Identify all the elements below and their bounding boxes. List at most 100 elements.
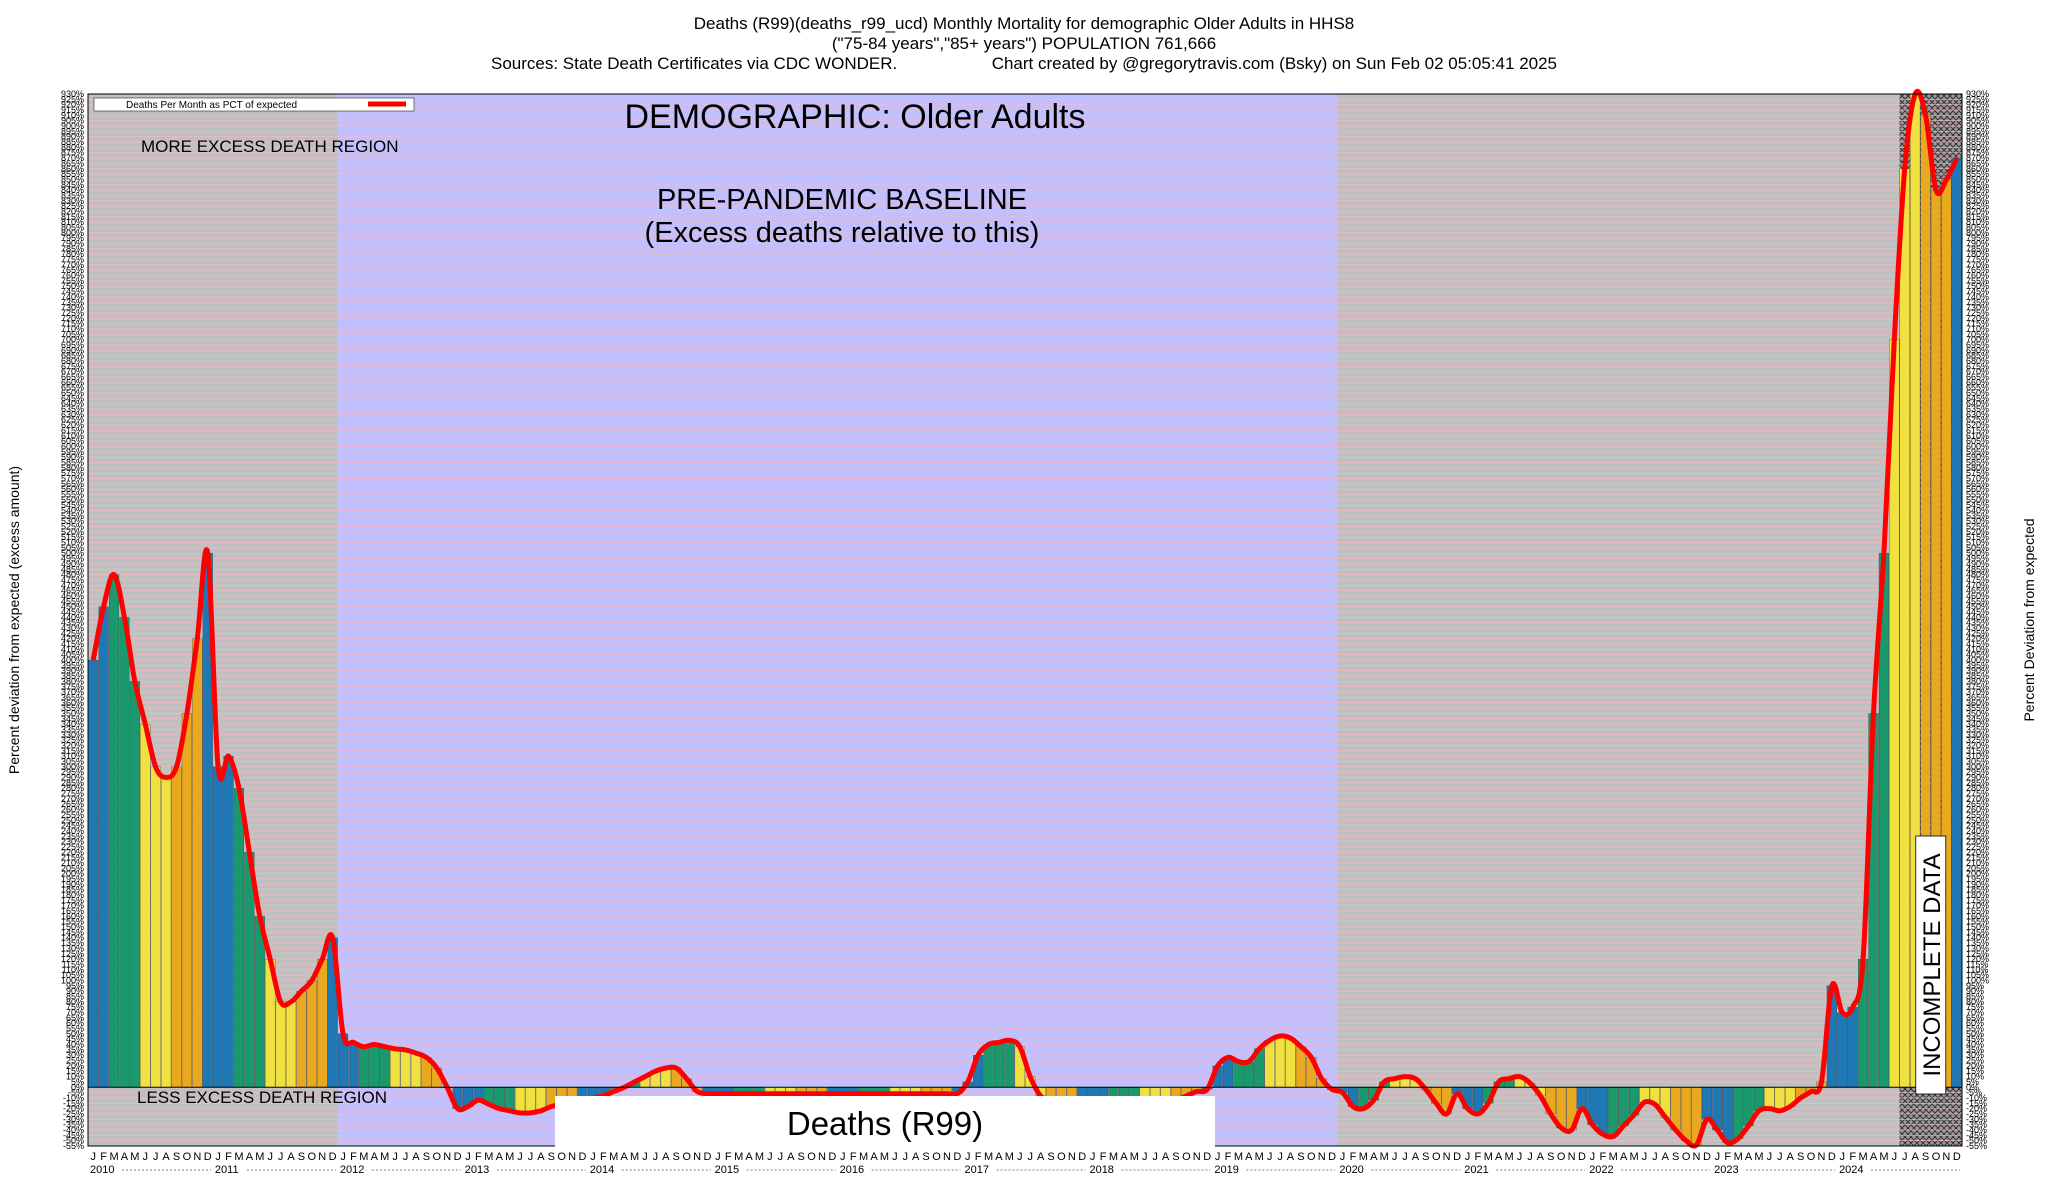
y-tick-label-left: 885% <box>61 137 84 147</box>
y-tick-label-left: 430% <box>61 623 84 633</box>
y-tick-label-left: -35% <box>63 1120 84 1130</box>
x-tick-month: A <box>1495 1151 1503 1163</box>
bar <box>140 723 151 1088</box>
y-tick-label-right: 125% <box>1966 949 1989 959</box>
x-tick-month: S <box>1422 1151 1429 1163</box>
y-tick-label-left: 350% <box>61 708 84 718</box>
y-tick-label-left: 205% <box>61 863 84 873</box>
x-tick-month: S <box>1547 1151 1554 1163</box>
y-tick-label-right: 900% <box>1966 121 1989 131</box>
y-tick-label-left: 100% <box>61 975 84 985</box>
y-tick-label-left: -10% <box>63 1093 84 1103</box>
y-tick-label-right: 610% <box>1966 431 1989 441</box>
y-tick-label-right: 430% <box>1966 623 1989 633</box>
y-tick-label-left: 790% <box>61 239 84 249</box>
y-tick-label-right: 810% <box>1966 217 1989 227</box>
y-tick-label-right: 550% <box>1966 495 1989 505</box>
y-tick-label-left: 70% <box>66 1007 84 1017</box>
y-tick-label-left: 400% <box>61 655 84 665</box>
x-tick-month: A <box>496 1151 504 1163</box>
x-tick-month: S <box>173 1151 180 1163</box>
y-tick-label-left: 230% <box>61 837 84 847</box>
y-tick-label-left: 95% <box>66 981 84 991</box>
y-tick-label-right: 915% <box>1966 105 1989 115</box>
y-tick-label-right: 815% <box>1966 212 1989 222</box>
x-tick-month: N <box>443 1151 451 1163</box>
bar <box>1285 1037 1296 1088</box>
x-tick-month: N <box>1817 1151 1825 1163</box>
x-tick-month: D <box>454 1151 462 1163</box>
baseline-label-line2: (Excess deaths relative to this) <box>645 217 1040 249</box>
bar <box>233 788 245 1088</box>
y-tick-label-right: 490% <box>1966 559 1989 569</box>
y-tick-label-left: 45% <box>66 1034 84 1044</box>
y-tick-label-right: 905% <box>1966 116 1989 126</box>
y-tick-label-right: 245% <box>1966 821 1989 831</box>
y-tick-label-right: 675% <box>1966 361 1989 371</box>
y-tick-label-left: 30% <box>66 1050 84 1060</box>
y-tick-label-left: 660% <box>61 377 84 387</box>
y-tick-label-right: 735% <box>1966 297 1989 307</box>
x-tick-month: F <box>1350 1151 1357 1163</box>
y-tick-label-right: 785% <box>1966 244 1989 254</box>
y-tick-label-left: 510% <box>61 538 84 548</box>
x-tick-month: D <box>1703 1151 1711 1163</box>
x-tick-month: J <box>528 1151 534 1163</box>
y-tick-label-right: 570% <box>1966 473 1989 483</box>
y-tick-label-left: 915% <box>61 105 84 115</box>
less-excess-label: LESS EXCESS DEATH REGION <box>137 1088 387 1107</box>
y-tick-label-right: 630% <box>1966 409 1989 419</box>
y-tick-label-right: 220% <box>1966 847 1989 857</box>
y-tick-label-right: 645% <box>1966 393 1989 403</box>
y-tick-label-left: 625% <box>61 415 84 425</box>
x-tick-month: O <box>1932 1151 1941 1163</box>
bar <box>1701 1087 1712 1120</box>
x-tick-month: J <box>143 1151 149 1163</box>
y-tick-label-right: 50% <box>1966 1029 1984 1039</box>
x-tick-month: A <box>1162 1151 1170 1163</box>
x-tick-month: J <box>590 1151 596 1163</box>
y-tick-label-right: 30% <box>1966 1050 1984 1060</box>
y-tick-label-right: 575% <box>1966 468 1989 478</box>
y-tick-label-left: 505% <box>61 543 84 553</box>
y-tick-label-left: 810% <box>61 217 84 227</box>
x-tick-month: M <box>1130 1151 1139 1163</box>
bar <box>1764 1087 1775 1109</box>
x-tick-month: D <box>1453 1151 1461 1163</box>
y-tick-label-left: 50% <box>66 1029 84 1039</box>
y-tick-label-right: 855% <box>1966 169 1989 179</box>
y-tick-label-right: 390% <box>1966 666 1989 676</box>
y-tick-label-left: 655% <box>61 383 84 393</box>
x-tick-month: N <box>693 1151 701 1163</box>
y-tick-label-right: 290% <box>1966 773 1989 783</box>
y-tick-label-right: 460% <box>1966 591 1989 601</box>
x-tick-month: S <box>548 1151 555 1163</box>
y-tick-label-left: 875% <box>61 148 84 158</box>
y-tick-label-right: 485% <box>1966 564 1989 574</box>
y-tick-label-right: 925% <box>1966 94 1989 104</box>
y-tick-label-right: 440% <box>1966 612 1989 622</box>
x-tick-month: M <box>609 1151 618 1163</box>
y-tick-label-left: 735% <box>61 297 84 307</box>
y-tick-label-left: 290% <box>61 773 84 783</box>
y-tick-label-right: 250% <box>1966 815 1989 825</box>
x-tick-month: S <box>423 1151 430 1163</box>
x-tick-month: J <box>1392 1151 1398 1163</box>
y-tick-label-left: 370% <box>61 687 84 697</box>
y-tick-label-right: 210% <box>1966 858 1989 868</box>
y-tick-label-left: 240% <box>61 826 84 836</box>
x-tick-year: 2010 <box>90 1164 114 1176</box>
y-tick-label-left: 595% <box>61 447 84 457</box>
y-tick-label-left: 215% <box>61 853 84 863</box>
y-tick-label-left: 235% <box>61 831 84 841</box>
y-tick-label-left: 900% <box>61 121 84 131</box>
x-tick-month: A <box>1787 1151 1795 1163</box>
x-tick-month: N <box>1568 1151 1576 1163</box>
x-tick-month: J <box>767 1151 773 1163</box>
x-tick-month: J <box>1027 1151 1033 1163</box>
x-tick-month: J <box>1090 1151 1096 1163</box>
bar <box>993 1042 1005 1088</box>
x-tick-month: S <box>1922 1151 1929 1163</box>
y-tick-label-right: 680% <box>1966 356 1989 366</box>
y-tick-label-right: 395% <box>1966 660 1989 670</box>
